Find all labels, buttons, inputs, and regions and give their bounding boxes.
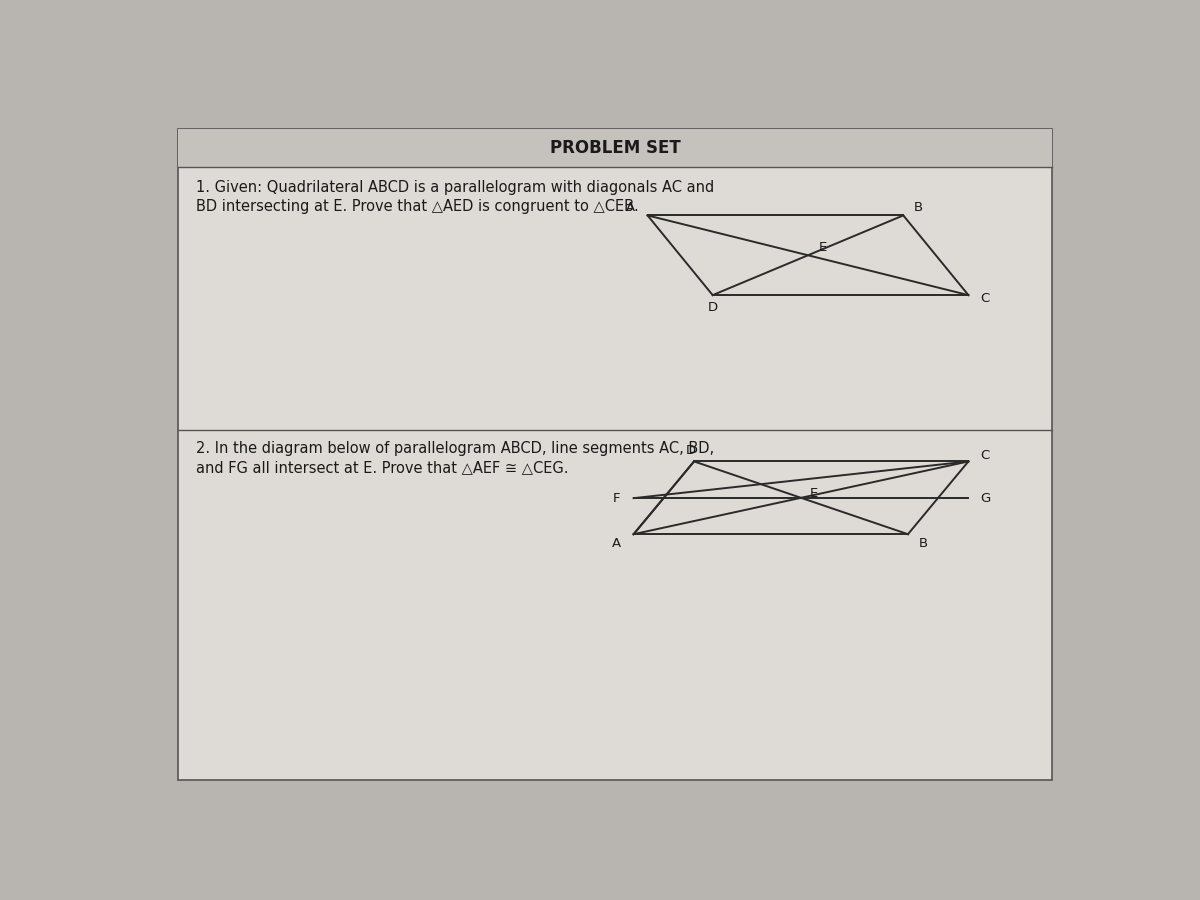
Bar: [178, 129, 1052, 166]
Text: A: A: [612, 537, 622, 551]
Text: and FG all intersect at E. Prove that △AEF ≅ △CEG.: and FG all intersect at E. Prove that △A…: [197, 460, 569, 475]
Text: E: E: [820, 241, 828, 255]
Text: C: C: [980, 449, 990, 463]
Text: D: D: [708, 302, 718, 314]
Text: C: C: [980, 292, 990, 305]
Text: 1. Given: Quadrilateral ABCD is a parallelogram with diagonals AC and: 1. Given: Quadrilateral ABCD is a parall…: [197, 180, 715, 195]
Text: BD intersecting at E. Prove that △AED is congruent to △CEB.: BD intersecting at E. Prove that △AED is…: [197, 199, 640, 214]
Text: F: F: [613, 491, 620, 505]
Text: B: B: [913, 201, 923, 213]
Text: B: B: [918, 537, 928, 551]
Text: PROBLEM SET: PROBLEM SET: [550, 139, 680, 157]
Text: A: A: [626, 201, 635, 213]
Text: 2. In the diagram below of parallelogram ABCD, line segments AC, BD,: 2. In the diagram below of parallelogram…: [197, 442, 715, 456]
Text: D: D: [685, 444, 695, 457]
Text: G: G: [980, 491, 990, 505]
Text: E: E: [810, 487, 818, 500]
